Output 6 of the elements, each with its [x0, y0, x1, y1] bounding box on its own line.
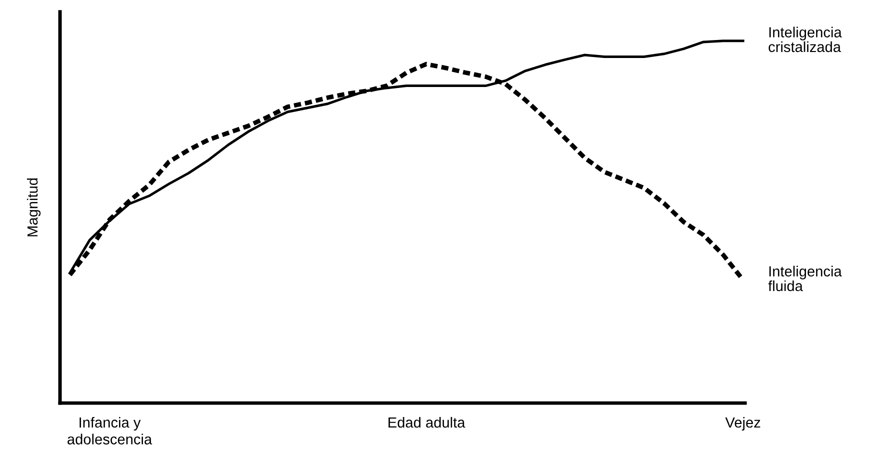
- series-label: Inteligencia cristalizada: [768, 26, 842, 52]
- x-tick-label: Infancia y adolescencia: [68, 416, 152, 444]
- series-label: Inteligencia fluida: [768, 266, 842, 292]
- x-tick-label: Edad adulta: [388, 416, 466, 428]
- y-axis-title: Magnitud: [26, 178, 41, 236]
- x-tick-label: Vejez: [725, 416, 760, 431]
